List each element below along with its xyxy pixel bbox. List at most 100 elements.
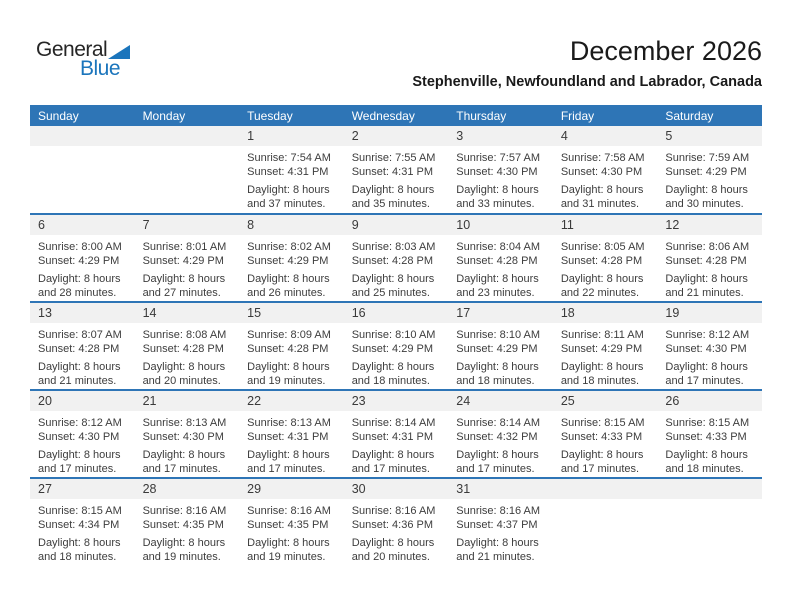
sunrise-text: Sunrise: 7:59 AM <box>665 152 750 164</box>
sunset-text: Sunset: 4:35 PM <box>142 519 224 531</box>
day-details: Sunrise: 7:54 AM Sunset: 4:31 PM Daylight:… <box>239 146 344 211</box>
day-number: 7 <box>134 215 240 235</box>
empty-day-band <box>552 479 658 499</box>
day-cell-21: 21 Sunrise: 8:13 AM Sunset: 4:30 PM Dayligh… <box>134 389 240 478</box>
day-details: Sunrise: 8:07 AM Sunset: 4:28 PM Daylight:… <box>30 323 135 388</box>
day-cell-4: 4 Sunrise: 7:58 AM Sunset: 4:30 PM Daylight… <box>552 126 658 214</box>
weekday-header-row: Sunday Monday Tuesday Wednesday Thursday Frid… <box>30 105 762 126</box>
daylight-text-line1: Daylight: 8 hours <box>560 449 644 461</box>
daylight-text-line1: Daylight: 8 hours <box>665 184 748 196</box>
sunrise-text: Sunrise: 7:58 AM <box>560 152 645 164</box>
daylight-text-line1: Daylight: 8 hours <box>560 273 644 285</box>
day-cell-15: 15 Sunrise: 8:09 AM Sunset: 4:28 PM Dayligh… <box>239 301 344 390</box>
calendar-body: 1 Sunrise: 7:54 AM Sunset: 4:31 PM Daylight… <box>30 126 762 566</box>
daylight-text-line1: Daylight: 8 hours <box>38 361 121 373</box>
day-number: 17 <box>448 303 553 323</box>
day-cell-16: 16 Sunrise: 8:10 AM Sunset: 4:29 PM Dayligh… <box>343 301 449 390</box>
daylight-text-line2: and 25 minutes. <box>351 287 430 299</box>
daylight-text-line2: and 18 minutes. <box>665 463 744 475</box>
empty-day-band <box>30 126 135 146</box>
daylight-text-line1: Daylight: 8 hours <box>665 449 748 461</box>
day-number: 8 <box>239 215 344 235</box>
sunset-text: Sunset: 4:32 PM <box>456 431 538 443</box>
daylight-text-line1: Daylight: 8 hours <box>38 449 121 461</box>
location-subtitle: Stephenville, Newfoundland and Labrador,… <box>412 74 762 91</box>
day-cell-29: 29 Sunrise: 8:16 AM Sunset: 4:35 PM Dayligh… <box>239 477 344 566</box>
daylight-text-line2: and 35 minutes. <box>351 198 430 210</box>
day-details: Sunrise: 8:16 AM Sunset: 4:36 PM Daylight:… <box>344 499 449 564</box>
day-cell-30: 30 Sunrise: 8:16 AM Sunset: 4:36 PM Dayligh… <box>343 477 449 566</box>
day-number: 20 <box>30 391 135 411</box>
day-number: 6 <box>30 215 135 235</box>
daylight-text-line2: and 23 minutes. <box>456 287 535 299</box>
day-number: 22 <box>239 391 344 411</box>
daylight-text-line2: and 19 minutes. <box>247 551 326 563</box>
daylight-text-line1: Daylight: 8 hours <box>247 449 330 461</box>
sunset-text: Sunset: 4:37 PM <box>456 519 538 531</box>
daylight-text-line1: Daylight: 8 hours <box>351 449 435 461</box>
day-details: Sunrise: 8:14 AM Sunset: 4:31 PM Daylight:… <box>344 411 449 476</box>
day-cell-18: 18 Sunrise: 8:11 AM Sunset: 4:29 PM Dayligh… <box>552 301 658 390</box>
sunset-text: Sunset: 4:31 PM <box>351 166 434 178</box>
daylight-text-line1: Daylight: 8 hours <box>456 537 539 549</box>
empty-day-cell <box>552 477 658 566</box>
daylight-text-line1: Daylight: 8 hours <box>247 184 330 196</box>
sunrise-text: Sunrise: 8:09 AM <box>247 329 331 341</box>
daylight-text-line1: Daylight: 8 hours <box>247 537 330 549</box>
day-number: 15 <box>239 303 344 323</box>
day-number: 21 <box>134 391 240 411</box>
day-number: 11 <box>552 215 658 235</box>
sunset-text: Sunset: 4:29 PM <box>560 343 643 355</box>
sunset-text: Sunset: 4:30 PM <box>456 166 538 178</box>
week-row-3: 13 Sunrise: 8:07 AM Sunset: 4:28 PM Dayligh… <box>30 301 762 390</box>
daylight-text-line1: Daylight: 8 hours <box>456 273 539 285</box>
daylight-text-line2: and 17 minutes. <box>142 463 221 475</box>
sunrise-text: Sunrise: 8:12 AM <box>665 329 750 341</box>
sunset-text: Sunset: 4:35 PM <box>247 519 329 531</box>
day-cell-9: 9 Sunrise: 8:03 AM Sunset: 4:28 PM Daylight… <box>343 213 449 302</box>
day-details: Sunrise: 8:06 AM Sunset: 4:28 PM Daylight:… <box>657 235 762 300</box>
daylight-text-line2: and 26 minutes. <box>247 287 326 299</box>
sunrise-text: Sunrise: 8:01 AM <box>142 241 227 253</box>
day-cell-1: 1 Sunrise: 7:54 AM Sunset: 4:31 PM Daylight… <box>239 126 344 214</box>
day-cell-10: 10 Sunrise: 8:04 AM Sunset: 4:28 PM Dayligh… <box>448 213 553 302</box>
day-cell-6: 6 Sunrise: 8:00 AM Sunset: 4:29 PM Daylight… <box>30 213 135 302</box>
daylight-text-line1: Daylight: 8 hours <box>142 361 226 373</box>
day-cell-31: 31 Sunrise: 8:16 AM Sunset: 4:37 PM Dayligh… <box>448 477 553 566</box>
week-row-5: 27 Sunrise: 8:15 AM Sunset: 4:34 PM Dayligh… <box>30 477 762 566</box>
weekday-header-wednesday: Wednesday <box>343 105 449 126</box>
sunset-text: Sunset: 4:28 PM <box>351 255 434 267</box>
daylight-text-line1: Daylight: 8 hours <box>560 184 644 196</box>
day-number: 29 <box>239 479 344 499</box>
day-details: Sunrise: 8:15 AM Sunset: 4:34 PM Daylight:… <box>30 499 135 564</box>
day-number: 4 <box>552 126 658 146</box>
day-details: Sunrise: 8:15 AM Sunset: 4:33 PM Daylight:… <box>553 411 658 476</box>
daylight-text-line2: and 17 minutes. <box>560 463 640 475</box>
day-number: 12 <box>657 215 762 235</box>
day-number: 18 <box>552 303 658 323</box>
day-cell-20: 20 Sunrise: 8:12 AM Sunset: 4:30 PM Dayligh… <box>30 389 135 478</box>
sunrise-text: Sunrise: 8:03 AM <box>351 241 436 253</box>
daylight-text-line1: Daylight: 8 hours <box>456 361 539 373</box>
sunrise-text: Sunrise: 7:55 AM <box>351 152 436 164</box>
sunrise-text: Sunrise: 8:14 AM <box>351 417 436 429</box>
day-details: Sunrise: 8:05 AM Sunset: 4:28 PM Daylight:… <box>553 235 658 300</box>
daylight-text-line2: and 19 minutes. <box>247 375 326 387</box>
day-details: Sunrise: 8:11 AM Sunset: 4:29 PM Daylight:… <box>553 323 658 388</box>
sunset-text: Sunset: 4:30 PM <box>142 431 224 443</box>
sunrise-text: Sunrise: 8:11 AM <box>560 329 644 341</box>
sunrise-text: Sunrise: 8:10 AM <box>351 329 436 341</box>
daylight-text-line2: and 17 minutes. <box>456 463 535 475</box>
day-details: Sunrise: 8:16 AM Sunset: 4:35 PM Daylight:… <box>239 499 344 564</box>
daylight-text-line1: Daylight: 8 hours <box>247 273 330 285</box>
day-cell-13: 13 Sunrise: 8:07 AM Sunset: 4:28 PM Dayligh… <box>30 301 135 390</box>
logo-line-general: General <box>36 39 131 60</box>
sunset-text: Sunset: 4:33 PM <box>560 431 643 443</box>
empty-day-cell <box>134 126 240 214</box>
sunrise-text: Sunrise: 8:02 AM <box>247 241 331 253</box>
day-details: Sunrise: 8:12 AM Sunset: 4:30 PM Daylight:… <box>657 323 762 388</box>
daylight-text-line1: Daylight: 8 hours <box>142 449 226 461</box>
sunset-text: Sunset: 4:28 PM <box>142 343 224 355</box>
day-cell-7: 7 Sunrise: 8:01 AM Sunset: 4:29 PM Daylight… <box>134 213 240 302</box>
day-cell-17: 17 Sunrise: 8:10 AM Sunset: 4:29 PM Dayligh… <box>448 301 553 390</box>
